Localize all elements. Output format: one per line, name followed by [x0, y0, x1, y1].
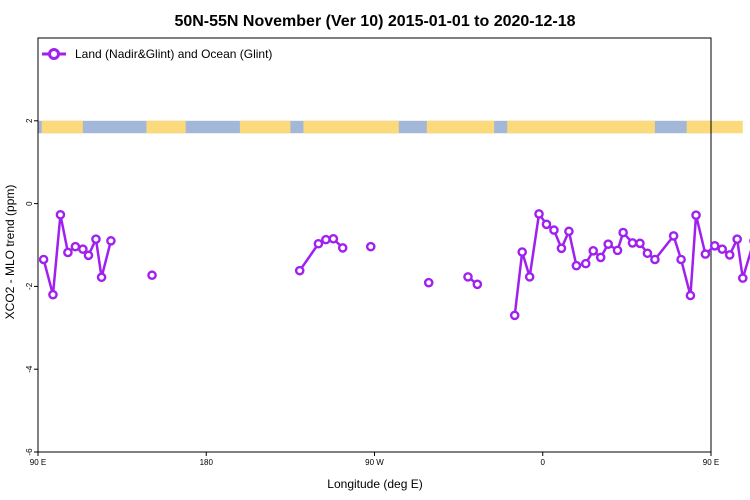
data-point — [717, 244, 728, 254]
y-tick-label: -4 — [25, 365, 34, 373]
data-point — [70, 241, 81, 252]
x-tick-label: 0 — [541, 458, 546, 467]
y-tick-label: 2 — [25, 118, 34, 123]
data-point — [603, 239, 613, 249]
data-point — [732, 234, 742, 245]
data-point — [635, 238, 645, 249]
data-point — [556, 243, 567, 254]
data-point — [564, 226, 574, 237]
data-point — [463, 272, 473, 282]
series-line — [42, 213, 113, 296]
data-point — [737, 273, 748, 283]
data-point — [48, 289, 58, 300]
data-point — [612, 245, 623, 256]
land-segment — [303, 120, 399, 134]
data-point — [321, 234, 331, 245]
data-point — [517, 247, 527, 257]
data-point — [328, 233, 339, 244]
x-tick-label: 90 E — [703, 458, 719, 467]
data-point — [534, 209, 544, 219]
data-point — [571, 260, 582, 271]
land-segment — [426, 120, 495, 134]
land-segment — [41, 120, 83, 134]
data-point — [147, 270, 157, 281]
chart-title: 50N-55N November (Ver 10) 2015-01-01 to … — [174, 13, 575, 30]
data-point — [91, 234, 101, 245]
data-point — [676, 254, 686, 265]
data-point — [106, 236, 116, 246]
legend: Land (Nadir&Glint) and Ocean (Glint) — [42, 47, 272, 61]
y-axis-label: XCO2 - MLO trend (ppm) — [3, 185, 17, 320]
data-point — [618, 227, 628, 238]
x-tick-label: 180 — [200, 458, 214, 467]
data-point — [691, 210, 701, 220]
y-tick-label: 0 — [25, 201, 34, 206]
data-point — [580, 258, 591, 269]
x-axis-label: Longitude (deg E) — [327, 477, 422, 491]
data-point — [294, 265, 305, 276]
plot-area: 2 0 -2 -4 -6 90 E 180 90 W 0 90 E — [25, 37, 750, 467]
x-tick-label: 90 W — [365, 458, 384, 467]
data-point — [650, 254, 660, 265]
data-point — [83, 250, 94, 261]
data-point — [78, 244, 88, 254]
land-segment — [239, 120, 291, 134]
data-point — [685, 290, 696, 301]
legend-entry-label: Land (Nadir&Glint) and Ocean (Glint) — [75, 47, 272, 61]
data-point — [524, 272, 535, 282]
data-point — [642, 248, 653, 259]
data-point — [724, 250, 735, 260]
land-segment — [686, 120, 743, 134]
data-point — [595, 252, 606, 263]
data-point — [627, 238, 638, 248]
data-point — [313, 238, 324, 249]
land-segment — [146, 120, 186, 134]
data-point — [472, 279, 483, 290]
data-point — [549, 225, 559, 235]
data-point — [541, 219, 552, 230]
legend-marker-swatch — [48, 48, 60, 60]
y-tick-label: -6 — [25, 448, 34, 456]
y-tick-label: -2 — [25, 282, 34, 290]
data-point — [365, 241, 376, 252]
x-tick-label: 90 E — [30, 458, 46, 467]
data-point — [96, 272, 107, 283]
data-point — [337, 243, 348, 253]
data-point — [709, 241, 720, 251]
data-point — [668, 231, 679, 241]
data-point — [63, 247, 73, 258]
data-point — [38, 254, 49, 265]
data-point — [55, 209, 66, 220]
data-point — [588, 245, 599, 256]
data-point — [423, 277, 434, 288]
land-segment — [507, 120, 655, 134]
data-point — [700, 249, 711, 259]
data-point — [509, 310, 520, 321]
